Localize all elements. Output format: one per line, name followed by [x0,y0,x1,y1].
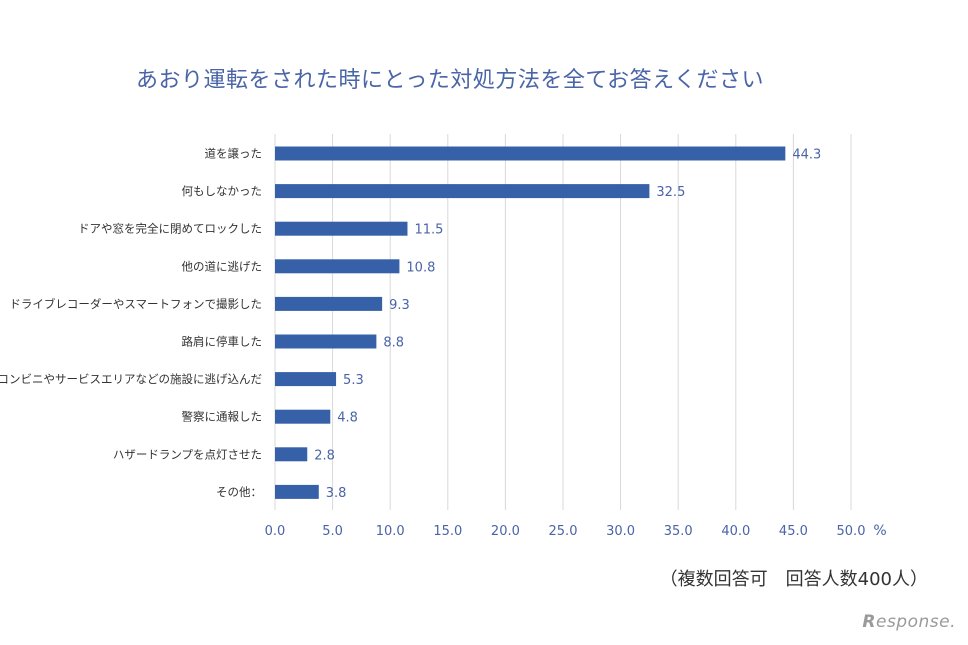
data-label: 5.3 [343,373,364,388]
bar-chart: 道を譲った何もしなかったドアや窓を完全に閉めてロックした他の道に逃げたドライブレ… [0,134,887,539]
category-label: ハザードランプを点灯させた [113,447,262,461]
data-label: 2.8 [314,448,335,463]
bar [275,484,319,499]
bar [275,409,331,424]
category-label: 道を譲った [205,147,263,161]
x-tick-label: 5.0 [322,524,343,539]
chart-title: あおり運転をされた時にとった対処方法を全てお答えください [135,68,765,93]
data-label: 44.3 [792,148,821,163]
x-tick-label: 15.0 [433,524,462,539]
bars [275,146,786,499]
bar [275,259,400,274]
data-label: 32.5 [656,185,685,200]
x-tick-label: 35.0 [664,524,693,539]
bar [275,146,786,161]
category-label: 何もしなかった [182,184,263,198]
x-tick-label: 45.0 [779,524,808,539]
data-label: 4.8 [337,411,358,426]
x-tick-label: 10.0 [376,524,405,539]
category-label: コンビニやサービスエリアなどの施設に逃げ込んだ [0,372,262,386]
x-tick-label: 0.0 [265,524,286,539]
data-label: 10.8 [406,260,435,275]
category-label: ドライブレコーダーやスマートフォンで撮影した [9,297,262,311]
category-label: 警察に通報した [182,410,263,424]
category-label: 路肩に停車した [182,335,263,349]
value-labels: 44.3 32.5 11.5 10.8 9.3 8.8 5.3 4.8 2.8 3.8 [314,148,821,501]
footnote: （複数回答可 回答人数400人） [659,569,928,590]
category-label: その他： [216,485,262,499]
bar [275,221,408,236]
bar [275,334,377,349]
x-tick-label: 20.0 [491,524,520,539]
logo-text: esponse. [875,612,956,632]
x-tick-label: 25.0 [549,524,578,539]
x-tick-label: 40.0 [721,524,750,539]
category-label: ドアや窓を完全に閉めてロックした [78,222,262,236]
x-unit-label: % [873,523,886,539]
data-label: 8.8 [383,336,404,351]
data-label: 9.3 [389,298,410,313]
logo-initial: R [862,612,876,632]
x-tick-labels: 0.0 5.0 10.0 15.0 20.0 25.0 30.0 35.0 40.0 45.0 50… [265,524,866,539]
bar [275,184,650,199]
data-label: 11.5 [414,223,443,238]
bar [275,296,383,311]
bar [275,372,337,387]
x-tick-label: 50.0 [837,524,866,539]
bar [275,447,308,462]
data-label: 3.8 [326,486,347,501]
category-label: 他の道に逃げた [182,259,263,273]
response-logo: Response. [862,612,956,632]
category-labels: 道を譲った何もしなかったドアや窓を完全に閉めてロックした他の道に逃げたドライブレ… [0,147,262,499]
x-tick-label: 30.0 [606,524,635,539]
